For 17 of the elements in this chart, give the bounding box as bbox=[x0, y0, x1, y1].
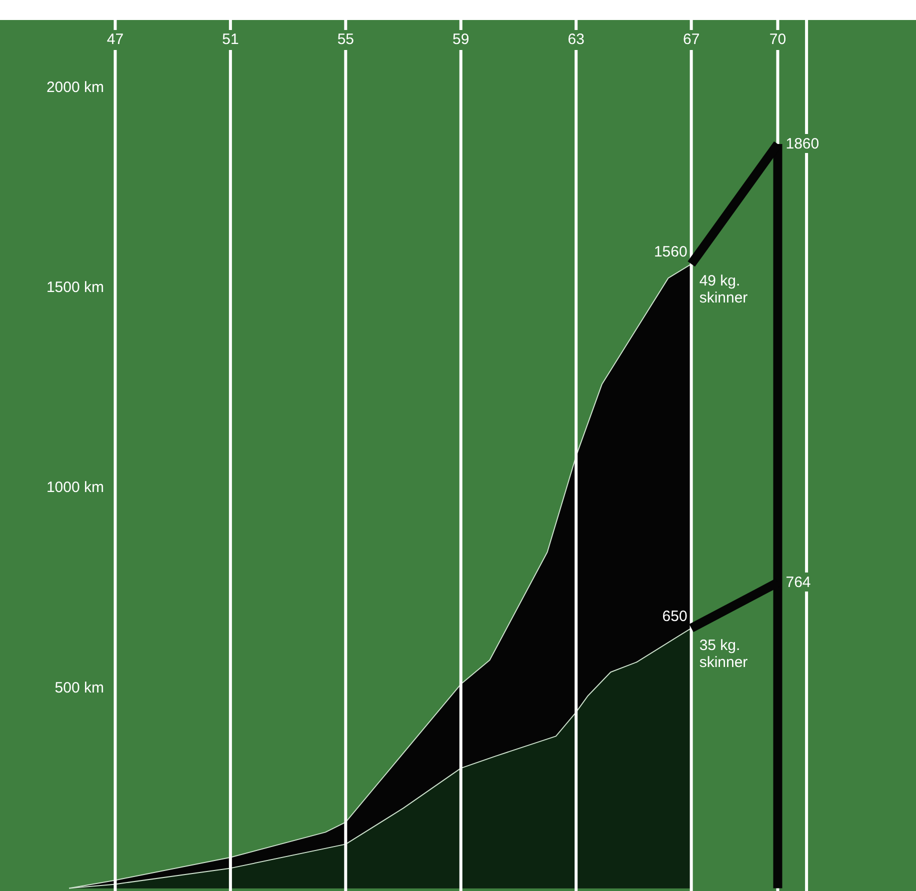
y-tick-label: 2000 km bbox=[46, 79, 104, 96]
x-tick-label: 67 bbox=[682, 31, 700, 48]
x-tick-label: 63 bbox=[568, 31, 584, 48]
y-tick-label: 1500 km bbox=[46, 279, 104, 296]
series-label: 35 kg. skinner bbox=[699, 636, 748, 671]
series-label: 49 kg. skinner bbox=[699, 272, 748, 307]
x-tick-label: 47 bbox=[106, 31, 124, 48]
data-label: 650 bbox=[662, 608, 688, 625]
x-tick-label: 59 bbox=[452, 31, 470, 48]
y-tick-label: 500 km bbox=[54, 679, 104, 696]
x-tick-label: 51 bbox=[222, 31, 239, 48]
x-tick-label: 55 bbox=[337, 31, 354, 48]
y-tick-label: 1000 km bbox=[46, 479, 104, 496]
data-label: 1560 bbox=[654, 244, 688, 261]
x-tick-label: 70 bbox=[769, 31, 786, 48]
data-label: 1860 bbox=[786, 136, 820, 153]
data-label: 764 bbox=[786, 574, 811, 592]
